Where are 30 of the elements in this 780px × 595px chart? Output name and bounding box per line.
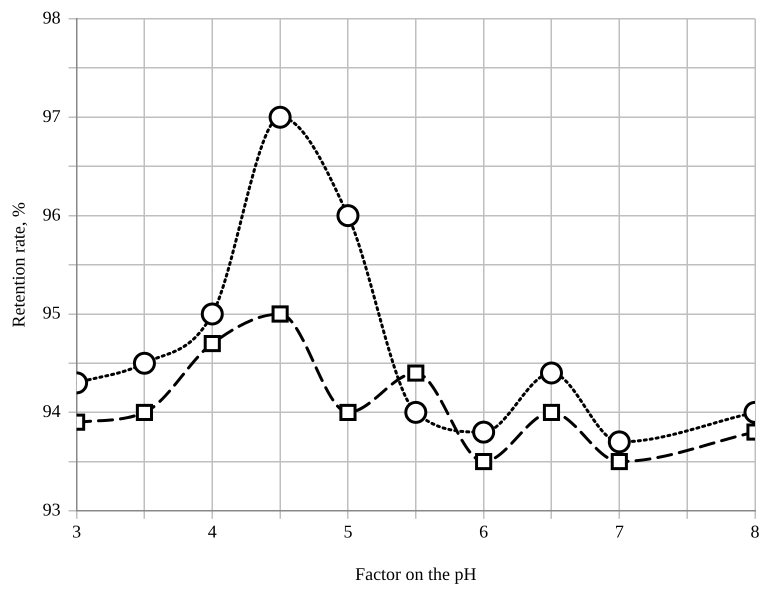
point xyxy=(339,404,357,421)
x-tick-label: 5 xyxy=(343,521,352,542)
point xyxy=(610,453,628,470)
point xyxy=(268,106,292,129)
point xyxy=(608,430,631,454)
point xyxy=(204,334,221,352)
point xyxy=(200,302,224,326)
point xyxy=(472,420,496,444)
x-tick-label: 6 xyxy=(479,521,488,542)
x-tick-label: 7 xyxy=(614,521,624,542)
point xyxy=(542,404,560,421)
y-tick-label: 98 xyxy=(42,8,61,28)
x-tick-label: 3 xyxy=(72,521,82,542)
x-axis-title: Factor on the pH xyxy=(355,564,477,584)
y-axis-title: Retention rate, % xyxy=(8,202,29,328)
point xyxy=(475,453,492,470)
point xyxy=(132,352,156,375)
x-tick-label: 8 xyxy=(750,521,760,542)
y-tick-label: 93 xyxy=(42,500,61,520)
x-tick-label: 4 xyxy=(208,521,217,542)
point xyxy=(272,305,289,323)
point xyxy=(407,364,424,382)
point xyxy=(136,404,154,421)
y-tick-label: 96 xyxy=(42,204,61,224)
y-tick-label: 94 xyxy=(42,401,61,422)
point xyxy=(336,204,360,228)
y-tick-label: 97 xyxy=(42,106,61,126)
y-tick-label: 95 xyxy=(42,302,61,323)
point xyxy=(540,362,563,385)
point xyxy=(404,400,428,424)
